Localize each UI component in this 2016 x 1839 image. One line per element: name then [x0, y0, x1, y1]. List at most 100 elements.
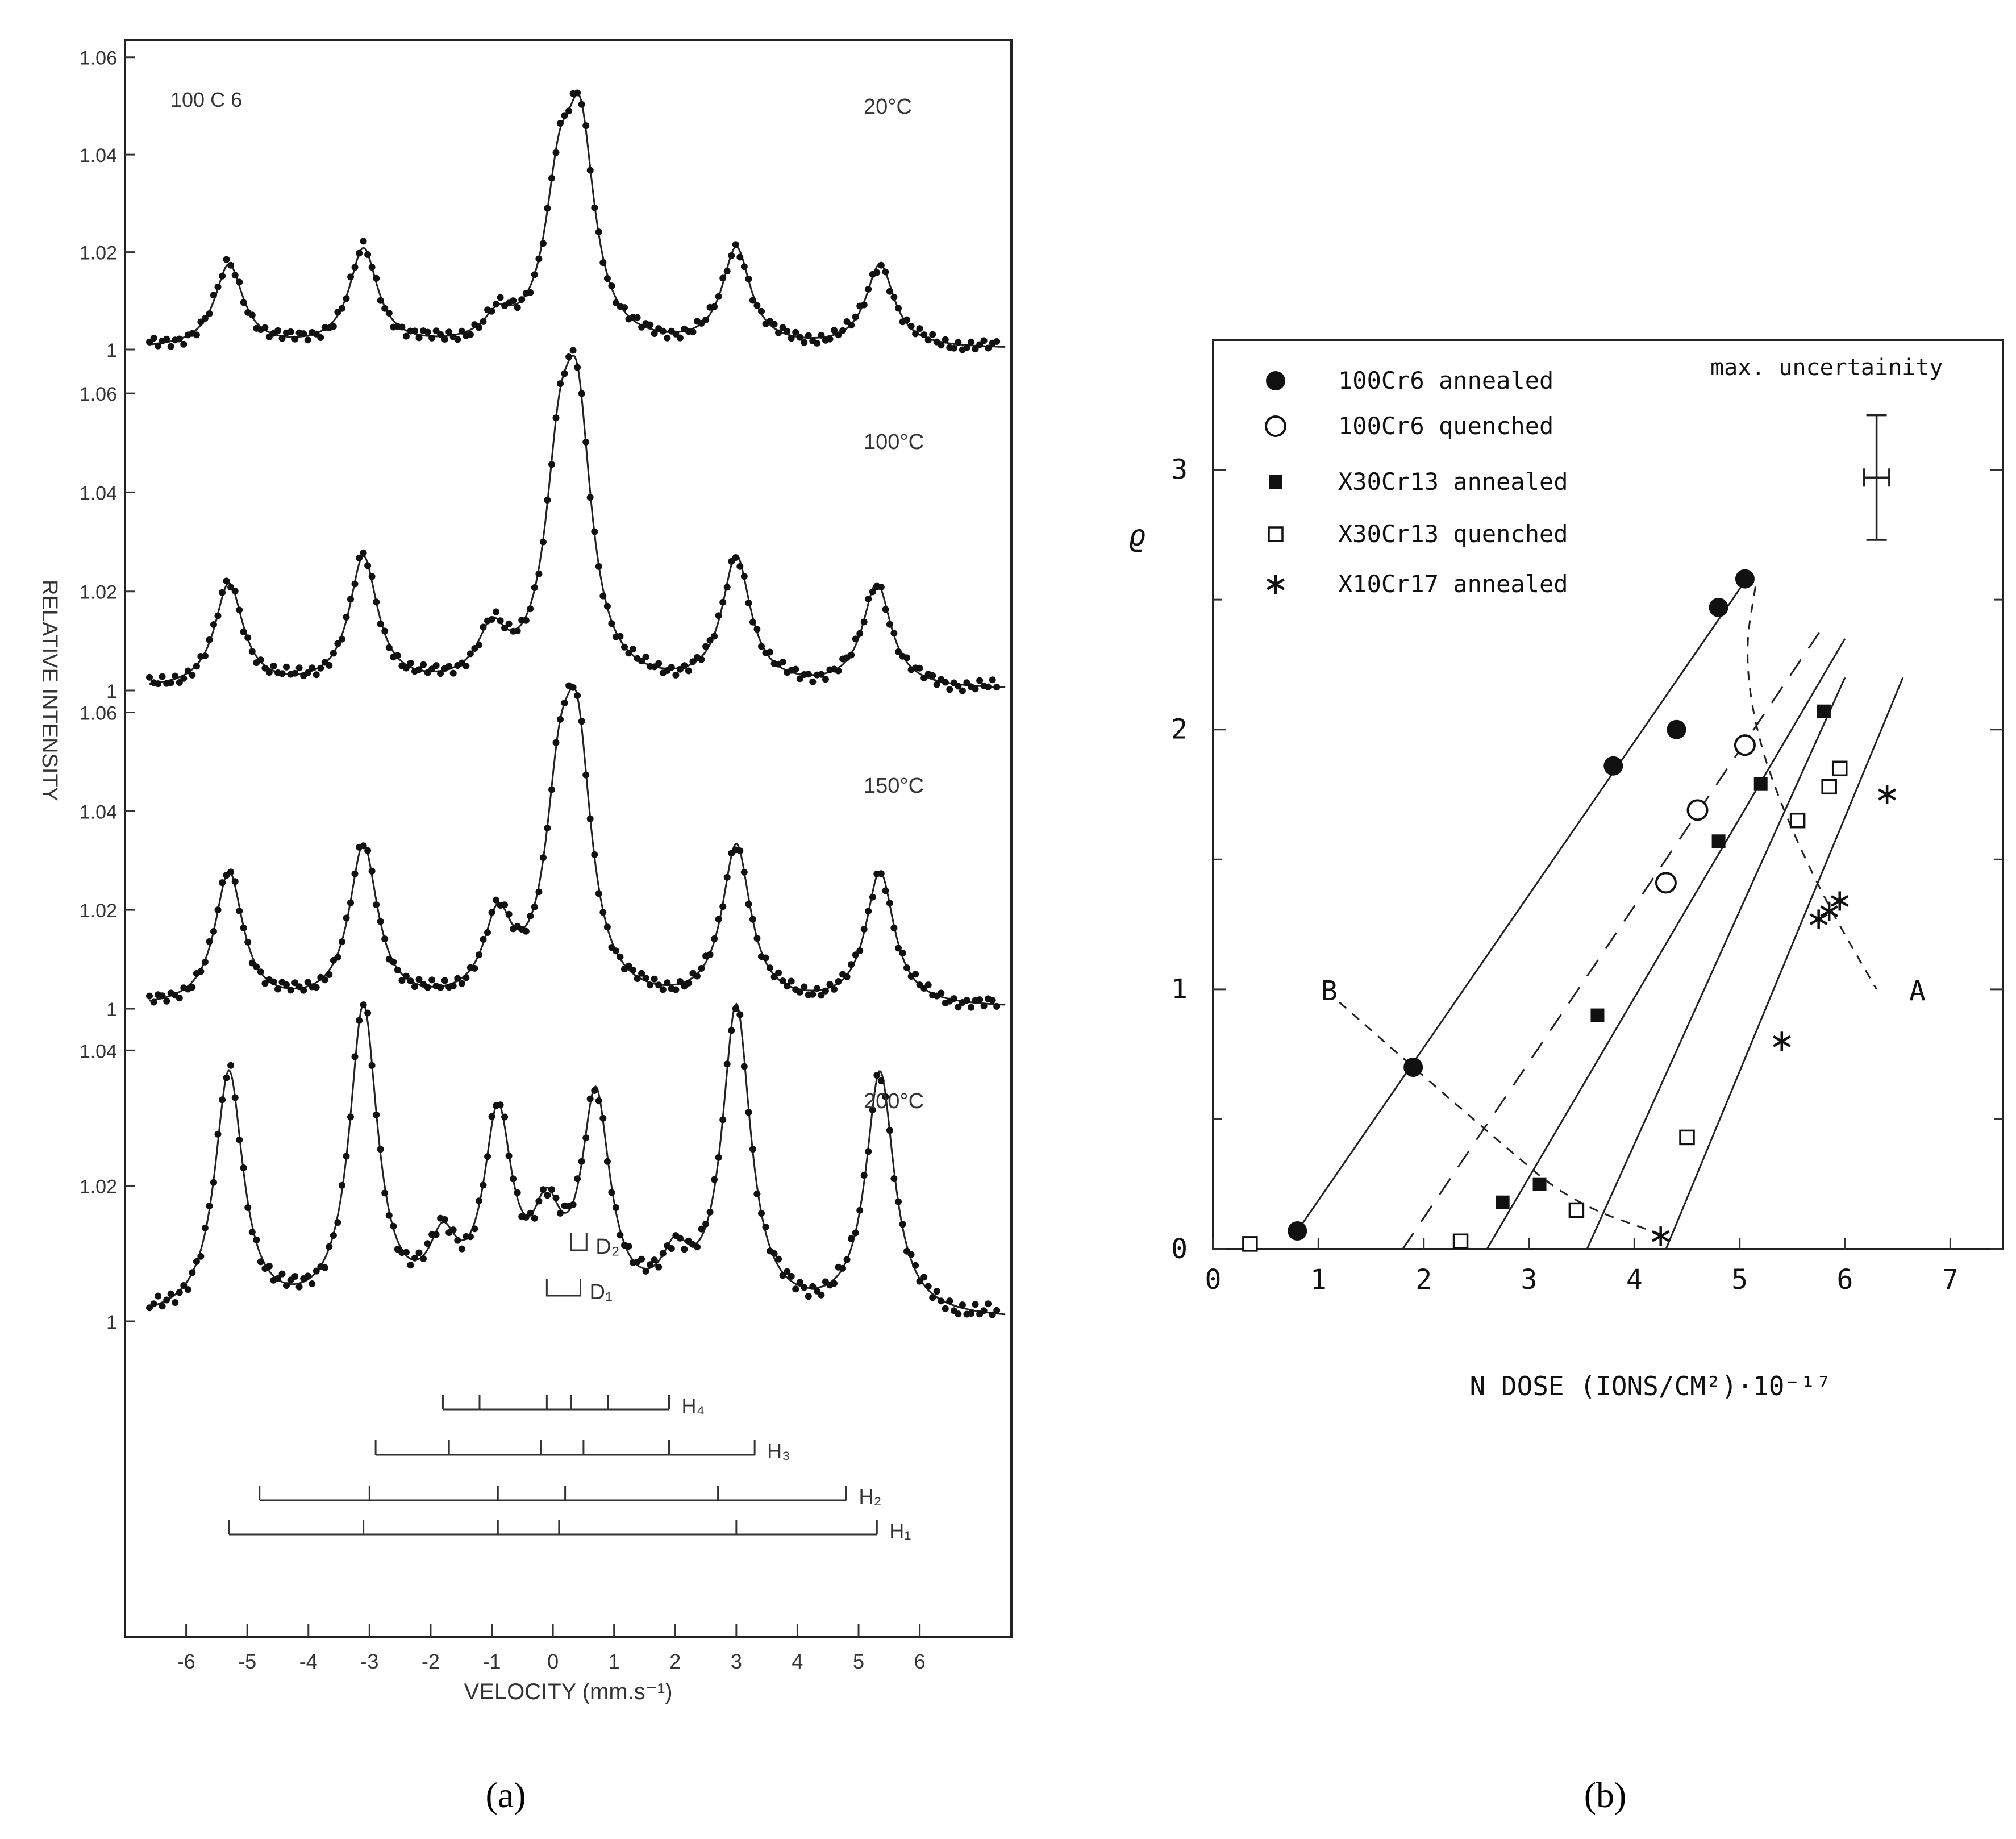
spectrum-point [586, 167, 594, 174]
x-tick-label: 2 [669, 1650, 681, 1673]
spectrum-point [749, 916, 756, 923]
spectrum-point [159, 992, 166, 1000]
spectrum-point [236, 1136, 243, 1143]
spectrum-point [326, 661, 333, 669]
spectrum-point [955, 1310, 962, 1318]
spectrum-point [569, 684, 577, 691]
spectrum-point [938, 342, 945, 349]
spectrum-point [603, 602, 611, 610]
legend: 100Cr6 annealed 100Cr6 quenched X30Cr13 an… [1265, 367, 1568, 598]
spectrum-point [334, 954, 341, 961]
y-tick-label: 1.04 [80, 482, 117, 504]
spectrum-point [291, 669, 299, 677]
spectrum-point [942, 1305, 949, 1312]
spectrum-point [968, 1310, 974, 1317]
spectrum-point [497, 1101, 504, 1109]
spectrum-point [300, 987, 307, 994]
spectrum-point [758, 307, 765, 315]
marker-star [1651, 1226, 1670, 1246]
spectrum-point [484, 929, 491, 936]
spectrum-point [775, 329, 782, 336]
spectrum-point [287, 328, 294, 335]
spectrum-point [711, 935, 718, 942]
panel-b-dose-plot: 0 1 2 3 4 5 6 7 0 1 2 3 100Cr6 annealed 100Cr6 quenc… [1128, 339, 2004, 1815]
spectrum-point [920, 331, 928, 339]
spectrum-point [402, 664, 410, 672]
spectrum-point [201, 315, 209, 322]
spectrum-point [809, 1283, 817, 1290]
curve-a-label: A [1909, 975, 1926, 1007]
spectrum-point [150, 335, 157, 342]
spectrum-point [544, 205, 551, 212]
spectrum-point [574, 1175, 581, 1183]
spectrum-point [740, 263, 748, 271]
spectrum-point [510, 1175, 517, 1183]
spectrum-point [193, 1258, 200, 1265]
spectrum-point [424, 984, 431, 991]
spectrum-point [227, 584, 235, 591]
spectrum-point [283, 663, 290, 671]
spectrum-point [167, 679, 174, 686]
star-stroke [1830, 894, 1849, 907]
spectrum-point [437, 984, 444, 991]
spectrum-point [651, 975, 658, 983]
spectrum-point [463, 663, 470, 670]
spectrum-point [497, 294, 504, 301]
spectrum-point [248, 1229, 256, 1236]
x-tick-label: 2 [1415, 1264, 1432, 1296]
spectrum-point [338, 1181, 345, 1189]
spectrum-point [244, 1204, 252, 1211]
spectrum-point [432, 662, 440, 669]
spectrum-point [373, 598, 380, 606]
spectrum-point [347, 1113, 354, 1121]
star-stroke [1267, 578, 1285, 590]
spectrum-point [449, 1226, 457, 1234]
spectrum-point [924, 1283, 932, 1290]
spectrum-point [548, 461, 555, 468]
marker-open-square [1831, 760, 1848, 777]
spectrum-point [552, 1194, 560, 1201]
spectrum-point [270, 662, 277, 669]
spectrum-point [586, 1095, 594, 1102]
spectrum-point [466, 331, 474, 338]
spectrum-point [603, 923, 611, 931]
spectrum-point [155, 342, 162, 350]
spectrum-point [732, 554, 739, 561]
spectrum-point [544, 497, 551, 504]
curve-b-label: B [1321, 975, 1338, 1007]
spectrum-point [976, 341, 984, 348]
spectrum-point [749, 1146, 756, 1153]
spectrum-point [890, 294, 898, 301]
spectrum-point [985, 683, 992, 690]
marker-filled-circle [1667, 719, 1686, 739]
spectrum-point [304, 669, 311, 676]
marker-open-square [1821, 779, 1837, 795]
legend-label: 100Cr6 annealed [1338, 367, 1553, 394]
spectrum-point [835, 978, 842, 985]
spectrum-point [698, 656, 705, 663]
spectrum-point [531, 1214, 538, 1222]
spectrum-point [201, 652, 209, 660]
spectrum-point [770, 321, 778, 328]
spectrum-point [210, 621, 217, 628]
spectrum-point [381, 627, 389, 635]
spectrum-point [176, 679, 183, 686]
spectrum-point [877, 1077, 885, 1084]
spectrum-point [860, 926, 868, 933]
spectrum-point [428, 976, 436, 984]
spectrum-point [163, 335, 170, 343]
spectrum-point [227, 261, 235, 269]
spectrum-point [813, 985, 820, 992]
spectrum-point [231, 1094, 239, 1101]
spectrum-point [796, 675, 803, 683]
spectrum-point [441, 336, 448, 343]
spectrum-point [993, 1307, 1001, 1314]
spectrum-point [548, 1186, 555, 1193]
spectrum-point [745, 275, 752, 282]
spectrum-point [822, 676, 829, 683]
spectrum-point [831, 985, 838, 993]
spectrum-point [557, 1209, 564, 1217]
spectrum-point [801, 339, 808, 346]
spectrum-point [548, 786, 555, 793]
